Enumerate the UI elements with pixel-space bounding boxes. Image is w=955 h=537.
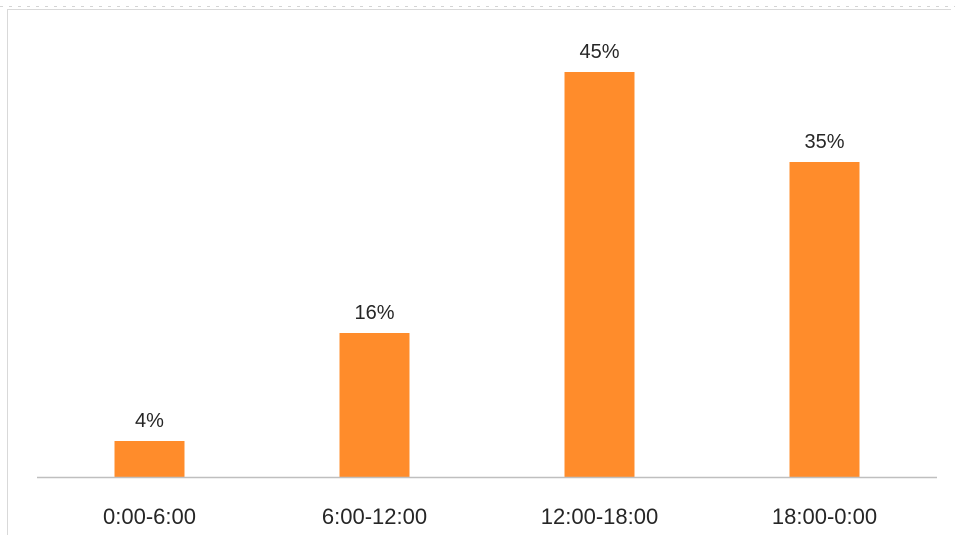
data-label-2: 16% — [354, 302, 394, 324]
x-tick-label-2: 6:00-12:00 — [322, 504, 427, 529]
bar-4 — [789, 162, 860, 477]
x-tick-label-1: 0:00-6:00 — [103, 504, 196, 529]
bars-group — [114, 72, 860, 477]
data-labels-group: 4% 16% 45% 35% — [135, 41, 845, 432]
x-tick-label-3: 12:00-18:00 — [541, 504, 658, 529]
bar-3 — [564, 72, 635, 477]
data-label-1: 4% — [135, 410, 164, 432]
data-label-3: 45% — [579, 41, 619, 63]
x-tick-labels-group: 0:00-6:00 6:00-12:00 12:00-18:00 18:00-0:00 — [103, 504, 877, 529]
chart-area — [7, 9, 951, 535]
bar-1 — [114, 441, 185, 477]
data-label-4: 35% — [804, 131, 844, 153]
x-tick-label-4: 18:00-0:00 — [772, 504, 877, 529]
bar-2 — [339, 333, 410, 477]
